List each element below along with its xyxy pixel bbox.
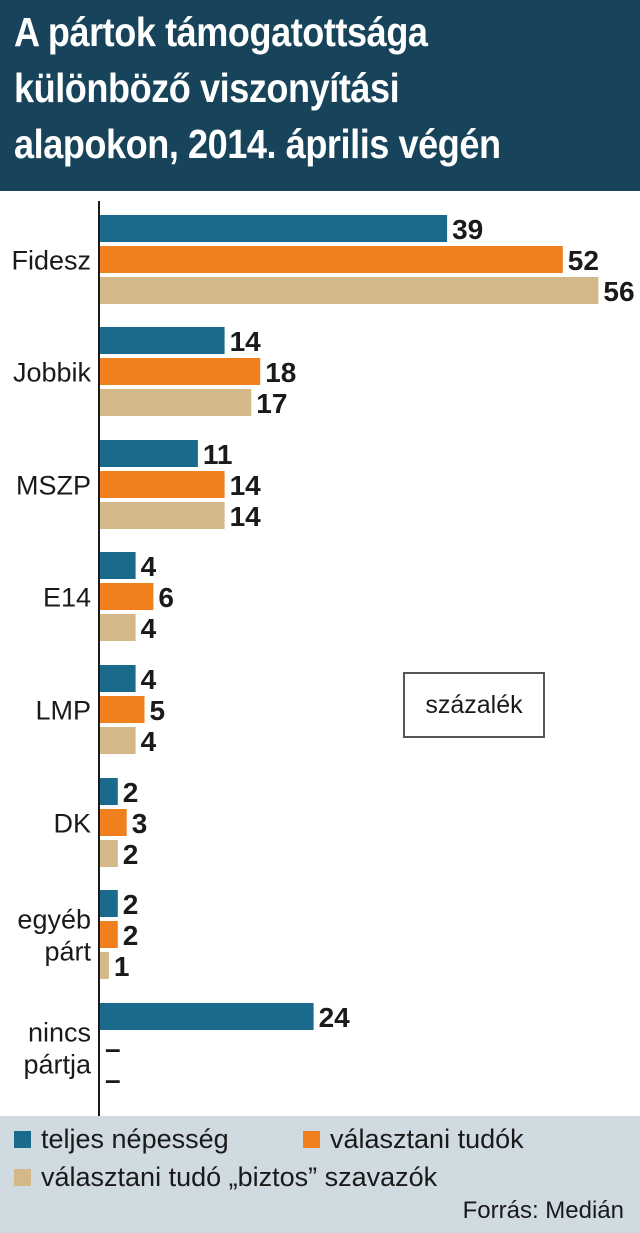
bar-value-label: 2 [123,839,139,870]
bar-value-label: 17 [256,388,287,419]
category-label: pártja [23,1050,92,1080]
bar [100,583,154,610]
bar-value-label: – [105,1033,121,1064]
bar-value-label: 2 [123,920,139,951]
bar [100,890,118,917]
category-label: nincs [28,1018,91,1048]
bar [100,665,136,692]
bar-value-label: 6 [158,582,174,613]
bar-value-label: 2 [123,777,139,808]
legend-label-valasztani-tudok: választani tudók [330,1124,524,1154]
source-note: Forrás: Medián [462,1197,624,1224]
category-label: párt [44,937,91,967]
bar [100,502,225,529]
legend-label-teljes-nepesseg: teljes népesség [41,1124,229,1154]
bar [100,696,145,723]
bar [100,1003,314,1030]
bar-value-label: 4 [141,613,157,644]
bar-value-label: 4 [141,726,157,757]
bar-value-label: 4 [141,664,157,695]
bar-value-label: 14 [230,470,262,501]
legend-swatch-biztos-szavazok [14,1169,31,1186]
chart-title-line-1: A pártok támogatottsága [14,9,428,55]
bar-value-label: 2 [123,889,139,920]
bar [100,440,198,467]
category-label: Fidesz [11,246,91,276]
chart-title-line-2: különböző viszonyítási [14,65,400,111]
bar-value-label: 24 [319,1002,351,1033]
bar-value-label: 14 [230,326,262,357]
bar-value-label: 56 [603,276,634,307]
legend: teljes népesség választani tudók választ… [0,1116,640,1233]
legend-item-valasztani-tudok: választani tudók [303,1124,524,1155]
legend-label-biztos-szavazok: választani tudó „biztos” szavazók [41,1162,438,1192]
unit-label: százalék [425,690,523,719]
category-label: egyéb [17,905,91,935]
bar-value-label: 4 [141,551,157,582]
bar-value-label: 18 [265,357,296,388]
bar [100,778,118,805]
bar-value-label: – [105,1064,121,1095]
bar-value-label: 14 [230,501,262,532]
bar [100,921,118,948]
category-label: DK [53,809,91,839]
bar-value-label: 52 [568,245,599,276]
legend-swatch-teljes-nepesseg [14,1131,31,1148]
chart-area: Fidesz 39 52 56 Jobbik 14 18 17 MSZP 11 14 14 E14 4 6 4… [0,191,640,1116]
bar-value-label: 39 [452,214,483,245]
chart-header: A pártok támogatottsága különböző viszon… [0,0,640,191]
legend-item-teljes-nepesseg: teljes népesség [14,1124,229,1155]
bar [100,952,109,979]
bar [100,552,136,579]
bar [100,809,127,836]
unit-label-box: százalék [403,672,545,738]
bar-value-label: 5 [150,695,166,726]
legend-item-biztos-szavazok: választani tudó „biztos” szavazók [14,1162,437,1193]
bar-value-label: 11 [203,439,233,470]
bar [100,614,136,641]
category-label: E14 [43,583,91,613]
bar [100,471,225,498]
bar [100,215,448,242]
bar [100,327,225,354]
bar-value-label: 1 [114,951,130,982]
bar [100,277,599,304]
category-label: MSZP [16,471,91,501]
bar [100,727,136,754]
bar [100,840,118,867]
bar [100,358,261,385]
bar-value-label: 3 [132,808,148,839]
legend-swatch-valasztani-tudok [303,1131,320,1148]
chart-title-line-3: alapokon, 2014. április végén [14,121,501,167]
category-label: LMP [35,696,91,726]
bar-chart: Fidesz395256Jobbik141817MSZP111414E14464… [11,201,635,1116]
bar [100,246,563,273]
bar [100,389,252,416]
category-label: Jobbik [13,358,92,388]
